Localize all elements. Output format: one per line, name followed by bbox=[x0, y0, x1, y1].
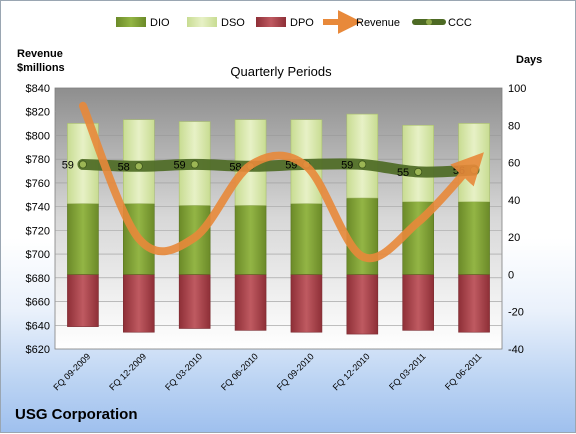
ccc-data-label-fq-06-2010: 58 bbox=[229, 161, 241, 173]
legend-marker-ccc bbox=[426, 19, 432, 25]
left-tick-label: $740 bbox=[26, 202, 50, 214]
bar-dpo-fq-03-2010 bbox=[178, 274, 211, 329]
x-tick-label-fq-03-2010: FQ 03-2010 bbox=[163, 351, 204, 392]
bar-dio-fq-06-2011 bbox=[458, 201, 490, 275]
x-tick-label-fq-06-2010: FQ 06-2010 bbox=[219, 351, 260, 392]
left-tick-label: $720 bbox=[26, 225, 50, 237]
left-tick-label: $700 bbox=[26, 249, 50, 261]
revenue-line bbox=[78, 101, 484, 263]
x-tick-label-fq-09-2010: FQ 09-2010 bbox=[275, 351, 316, 392]
bar-dpo-fq-12-2009 bbox=[123, 274, 155, 333]
bar-dso-fq-06-2011 bbox=[458, 123, 490, 203]
right-tick-label: 100 bbox=[508, 83, 526, 95]
legend: DIO DSO DPO Revenue CCC bbox=[116, 10, 472, 34]
legend-swatch-dio bbox=[116, 17, 146, 27]
ccc-point-fq-03-2011 bbox=[414, 167, 423, 176]
right-axis-ticks: -40 -20 0 20 40 60 80 100 bbox=[508, 83, 526, 356]
right-tick-label: -40 bbox=[508, 344, 524, 356]
legend-label-revenue: Revenue bbox=[356, 17, 400, 29]
ccc-data-label-fq-12-2009: 58 bbox=[118, 161, 130, 173]
bar-dio-fq-06-2010 bbox=[234, 205, 267, 275]
left-tick-label: $820 bbox=[26, 107, 50, 119]
left-tick-label: $660 bbox=[26, 297, 50, 309]
legend-swatch-dpo bbox=[256, 17, 286, 27]
right-tick-label: 80 bbox=[508, 120, 520, 132]
x-tick-label-fq-09-2009: FQ 09-2009 bbox=[51, 351, 92, 392]
bar-dpo-fq-09-2010 bbox=[290, 274, 323, 333]
right-tick-label: 0 bbox=[508, 269, 514, 281]
chart-title: Quarterly Periods bbox=[230, 64, 332, 79]
bar-dio-fq-09-2010 bbox=[290, 203, 323, 275]
x-tick-label-fq-06-2011: FQ 06-2011 bbox=[443, 351, 484, 392]
left-tick-label: $800 bbox=[26, 130, 50, 142]
ccc-point-fq-12-2009 bbox=[134, 162, 143, 171]
right-tick-label: 60 bbox=[508, 158, 520, 170]
ccc-line bbox=[77, 158, 480, 178]
left-tick-label: $760 bbox=[26, 178, 50, 190]
ccc-data-label-fq-03-2010: 59 bbox=[173, 159, 185, 171]
left-axis-ticks: $620 $640 $660 $680 $700 $720 $740 $760 $780 $800… bbox=[26, 83, 50, 356]
left-tick-label: $680 bbox=[26, 273, 50, 285]
left-tick-label: $840 bbox=[26, 83, 50, 95]
bar-dpo-fq-06-2010 bbox=[234, 274, 267, 331]
bar-dpo-fq-09-2009 bbox=[67, 274, 99, 327]
bar-dpo-fq-12-2010 bbox=[346, 274, 379, 335]
legend-label-ccc: CCC bbox=[448, 17, 472, 29]
left-axis-label-line1: Revenue bbox=[17, 48, 63, 60]
bar-dio-fq-09-2009 bbox=[67, 203, 99, 275]
left-tick-label: $780 bbox=[26, 154, 50, 166]
ccc-data-label-fq-09-2009: 59 bbox=[62, 159, 74, 171]
x-tick-label-fq-12-2009: FQ 12-2009 bbox=[107, 351, 148, 392]
revenue-series bbox=[78, 101, 484, 263]
bar-dso-fq-03-2011 bbox=[402, 124, 434, 203]
ccc-point-fq-03-2010 bbox=[190, 160, 199, 169]
right-tick-label: 40 bbox=[508, 195, 520, 207]
left-tick-label: $640 bbox=[26, 320, 50, 332]
right-tick-label: -20 bbox=[508, 307, 524, 319]
legend-label-dio: DIO bbox=[150, 17, 170, 29]
x-tick-label-fq-12-2010: FQ 12-2010 bbox=[331, 351, 372, 392]
ccc-data-label-fq-12-2010: 59 bbox=[341, 159, 353, 171]
left-tick-label: $620 bbox=[26, 344, 50, 356]
right-tick-label: 20 bbox=[508, 232, 520, 244]
x-axis-ticks: FQ 09-2009 FQ 12-2009 FQ 03-2010 FQ 06-2010… bbox=[51, 351, 483, 392]
ccc-data-label-fq-03-2011: 55 bbox=[397, 167, 409, 179]
legend-label-dpo: DPO bbox=[290, 17, 314, 29]
bar-dpo-fq-03-2011 bbox=[402, 274, 434, 331]
plot-area bbox=[54, 87, 503, 350]
left-axis-label-line2: $millions bbox=[17, 62, 65, 74]
legend-swatch-dso bbox=[187, 17, 217, 27]
ccc-point-fq-12-2010 bbox=[358, 160, 367, 169]
bar-dio-fq-12-2010 bbox=[346, 197, 379, 275]
ccc-point-fq-09-2009 bbox=[78, 160, 87, 169]
bar-dso-fq-12-2010 bbox=[346, 113, 379, 199]
x-tick-label-fq-03-2011: FQ 03-2011 bbox=[387, 351, 428, 392]
company-name: USG Corporation bbox=[15, 406, 138, 423]
right-axis-label: Days bbox=[516, 54, 542, 66]
bar-dpo-fq-06-2011 bbox=[458, 274, 490, 333]
legend-label-dso: DSO bbox=[221, 17, 245, 29]
